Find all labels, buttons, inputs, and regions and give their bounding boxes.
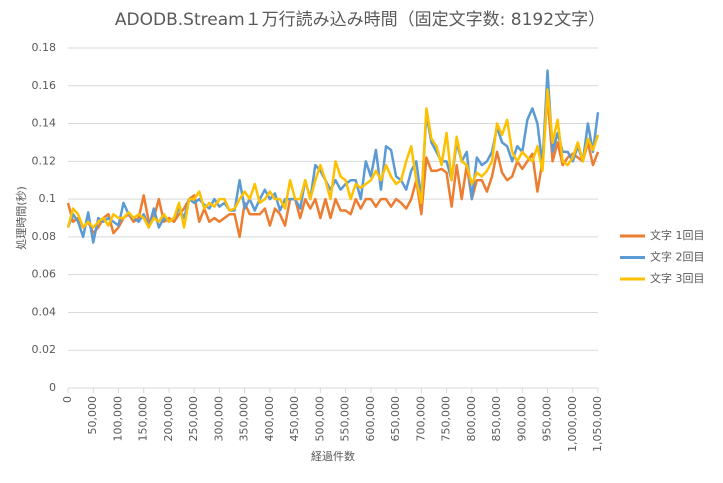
y-tick-label: 0.14	[32, 117, 57, 130]
legend-label: 文字 3回目	[650, 271, 705, 285]
x-tick-label: 800,000	[465, 396, 478, 442]
x-tick-label: 50,000	[86, 396, 99, 435]
x-tick-label: 0	[61, 396, 74, 403]
x-tick-label: 300,000	[212, 396, 225, 442]
y-tick-label: 0	[49, 381, 56, 394]
x-tick-label: 350,000	[238, 396, 251, 442]
x-tick-label: 100,000	[111, 396, 124, 442]
x-tick-label: 700,000	[414, 396, 427, 442]
y-axis-label: 処理時間(秒)	[14, 186, 28, 250]
legend-label: 文字 2回目	[650, 250, 705, 264]
x-tick-label: 250,000	[187, 396, 200, 442]
x-tick-label: 900,000	[515, 396, 528, 442]
y-tick-label: 0.16	[32, 79, 57, 92]
x-tick-label: 150,000	[137, 396, 150, 442]
y-tick-label: 0.12	[32, 154, 57, 167]
x-tick-label: 1,000,000	[566, 396, 579, 452]
x-tick-label: 550,000	[339, 396, 352, 442]
x-tick-label: 850,000	[490, 396, 503, 442]
x-tick-label: 750,000	[440, 396, 453, 442]
x-tick-label: 1,050,000	[591, 396, 604, 452]
x-axis-label: 経過件数	[311, 450, 355, 463]
x-tick-label: 950,000	[541, 396, 554, 442]
x-tick-label: 500,000	[313, 396, 326, 442]
legend-label: 文字 1回目	[650, 228, 705, 242]
x-tick-label: 450,000	[288, 396, 301, 442]
y-tick-label: 0.04	[32, 305, 57, 318]
x-tick-label: 650,000	[389, 396, 402, 442]
data-line	[66, 93, 600, 239]
x-tick-label: 400,000	[263, 396, 276, 442]
y-tick-label: 0.18	[32, 41, 57, 54]
chart-title: ADODB.Stream１万行読み込み時間（固定文字数: 8192文字）	[115, 10, 605, 30]
data-line	[66, 88, 600, 229]
y-tick-label: 0.02	[32, 343, 57, 356]
y-tick-label: 0.1	[39, 192, 57, 205]
y-tick-label: 0.06	[32, 268, 57, 281]
y-tick-label: 0.08	[32, 230, 57, 243]
x-tick-label: 200,000	[162, 396, 175, 442]
x-tick-label: 600,000	[364, 396, 377, 442]
